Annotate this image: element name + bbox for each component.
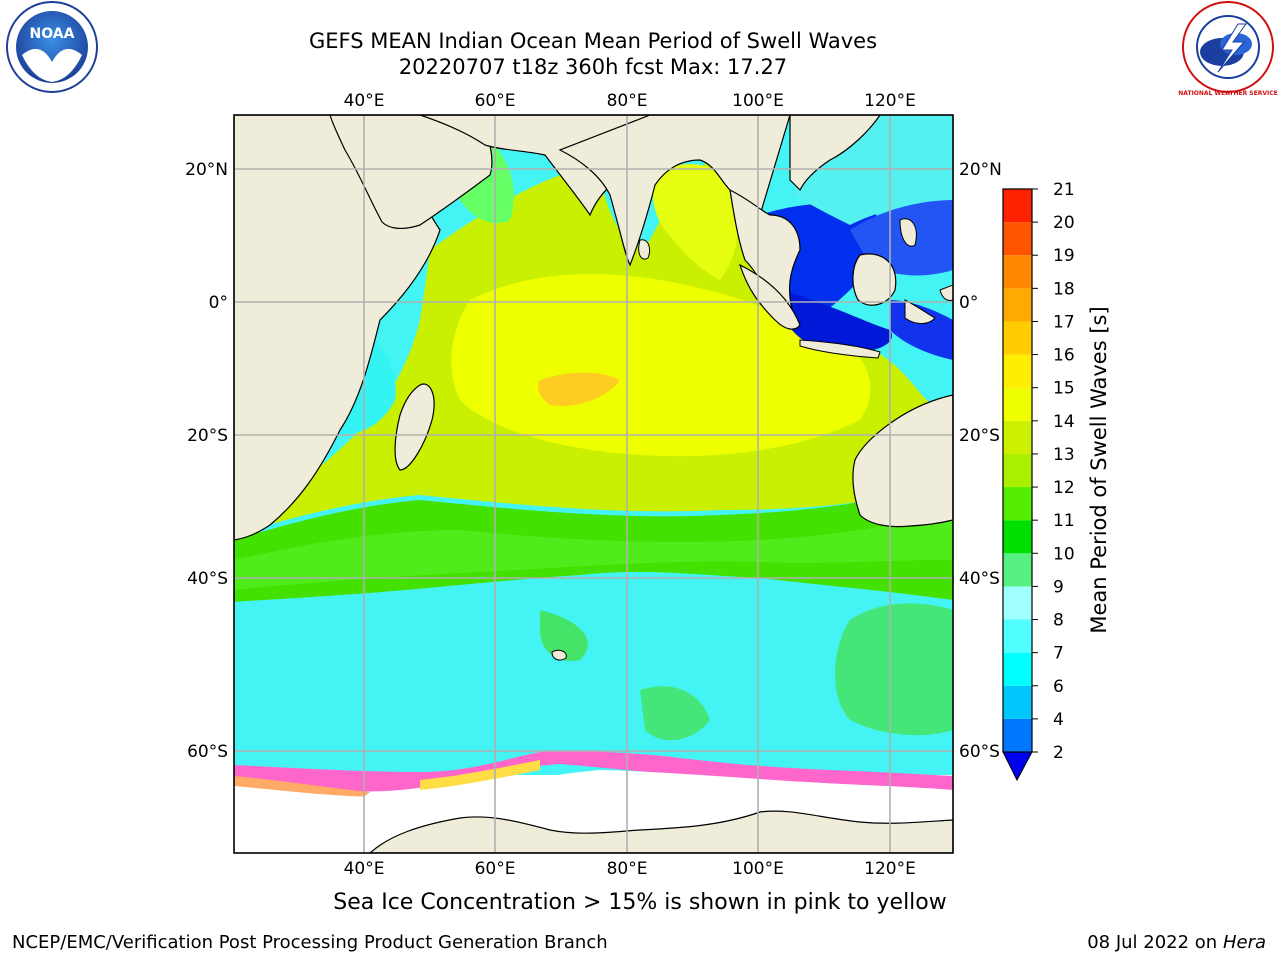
colorbar-tick-label: 19 [1053,246,1075,266]
colorbar-band [1003,487,1032,521]
colorbar-band [1003,718,1032,752]
colorbar-tick-label: 20 [1053,213,1075,233]
colorbar-band [1003,652,1032,686]
colorbar: 2 4 6 7 8 9 10 11 12 13 14 15 16 17 18 19 20 21 Mean Peri… [1002,180,1111,782]
colorbar-labels: 2 4 6 7 8 9 10 11 12 13 14 15 16 17 18 19 20 21 [1032,180,1075,763]
lon-tick-label: 100°E [732,859,784,879]
colorbar-band [1003,354,1032,388]
lat-tick-labels-left: 20°N 0° 20°S 40°S 60°S [185,160,228,762]
colorbar-band [1003,189,1032,223]
nws-logo-icon: NATIONAL WEATHER SERVICE [1178,1,1278,97]
lat-tick-label: 60°S [187,742,228,762]
lon-tick-label: 60°E [475,91,516,111]
lat-tick-label: 20°S [959,426,1000,446]
lat-tick-label: 20°N [185,160,228,180]
colorbar-band [1003,520,1032,554]
colorbar-bands [1003,189,1032,752]
lon-tick-label: 80°E [607,91,648,111]
colorbar-tick-label: 2 [1053,743,1064,763]
lat-tick-label: 60°S [959,742,1000,762]
colorbar-tick-label: 17 [1053,312,1075,332]
colorbar-tick-label: 6 [1053,677,1064,697]
lat-tick-label: 20°S [187,426,228,446]
colorbar-band [1003,586,1032,620]
lat-tick-labels-right: 20°N 0° 20°S 40°S 60°S [959,160,1002,762]
stamp-host: Hera [1222,932,1266,953]
lon-tick-label: 80°E [607,859,648,879]
map-title-line-1: GEFS MEAN Indian Ocean Mean Period of Sw… [308,29,878,53]
colorbar-tick-label: 11 [1053,511,1075,531]
lon-tick-labels-top: 40°E 60°E 80°E 100°E 120°E [344,91,916,111]
colorbar-tick-label: 4 [1053,710,1064,730]
stamp-date: 08 Jul 2022 on [1087,932,1223,953]
colorbar-band [1003,619,1032,653]
credit-text: NCEP/EMC/Verification Post Processing Pr… [12,932,608,953]
date-stamp: 08 Jul 2022 on Hera [1087,932,1266,953]
lat-tick-label: 20°N [959,160,1002,180]
colorbar-extend-arrow [1002,751,1033,782]
lon-tick-label: 120°E [864,859,916,879]
lon-tick-label: 40°E [344,859,385,879]
colorbar-title: Mean Period of Swell Waves [s] [1087,306,1111,633]
colorbar-band [1003,553,1032,587]
map-field [234,115,953,853]
noaa-logo-icon: NOAA [6,1,98,93]
colorbar-tick-label: 21 [1053,180,1075,200]
lat-tick-label: 0° [209,293,228,313]
colorbar-tick-label: 7 [1053,644,1064,664]
colorbar-tick-label: 13 [1053,445,1075,465]
noaa-logo-text: NOAA [30,26,75,42]
colorbar-tick-label: 12 [1053,478,1075,498]
map-title-line-2: 20220707 t18z 360h fcst Max: 17.27 [398,55,788,79]
colorbar-tick-label: 15 [1053,379,1075,399]
colorbar-band [1003,453,1032,488]
colorbar-tick-label: 16 [1053,346,1075,366]
colorbar-tick-label: 18 [1053,279,1075,299]
lon-tick-label: 60°E [475,859,516,879]
colorbar-band [1003,288,1032,322]
lon-tick-label: 120°E [864,91,916,111]
lon-tick-labels-bottom: 40°E 60°E 80°E 100°E 120°E [344,859,916,879]
lon-tick-label: 40°E [344,91,385,111]
lat-tick-label: 40°S [959,569,1000,589]
colorbar-band [1003,420,1032,454]
map-border [233,114,954,854]
colorbar-tick-label: 10 [1053,544,1075,564]
colorbar-tick-label: 14 [1053,412,1075,432]
colorbar-band [1003,255,1032,289]
colorbar-band [1003,685,1032,719]
lon-tick-label: 100°E [732,91,784,111]
colorbar-tick-label: 8 [1053,611,1064,631]
colorbar-outline [1002,188,1033,753]
map-gridlines [234,115,953,853]
sea-ice-caption: Sea Ice Concentration > 15% is shown in … [333,890,947,915]
lat-tick-label: 40°S [187,569,228,589]
colorbar-band [1003,222,1032,256]
colorbar-band [1003,321,1032,355]
colorbar-band [1003,387,1032,421]
nws-logo-text: NATIONAL WEATHER SERVICE [1178,90,1277,97]
lat-tick-label: 0° [959,293,978,313]
colorbar-tick-label: 9 [1053,577,1064,597]
